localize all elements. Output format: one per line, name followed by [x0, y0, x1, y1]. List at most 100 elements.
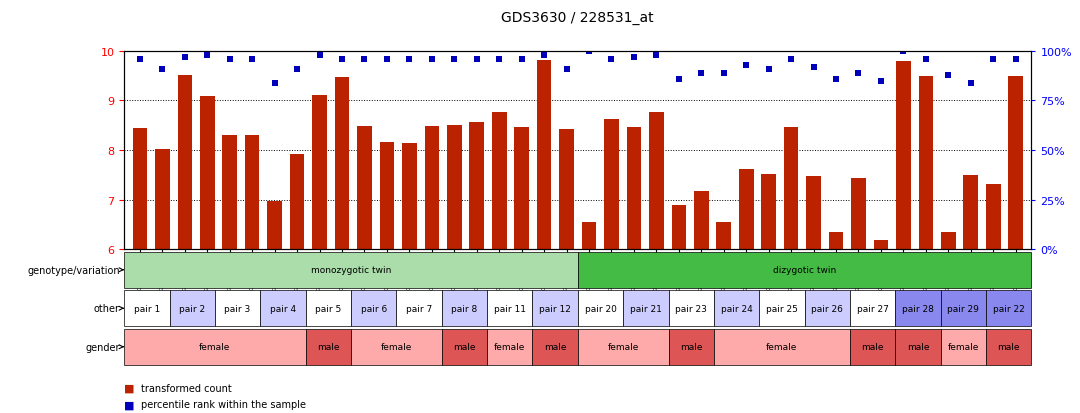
Text: pair 28: pair 28	[902, 304, 934, 313]
Point	[355, 56, 373, 63]
Bar	[424, 127, 440, 250]
Text: ■: ■	[124, 383, 135, 393]
Bar	[805, 290, 850, 327]
Bar	[124, 252, 578, 288]
Text: male: male	[680, 342, 702, 351]
Point	[401, 56, 418, 63]
Text: monozygotic twin: monozygotic twin	[311, 266, 391, 275]
Text: pair 1: pair 1	[134, 304, 160, 313]
Text: pair 27: pair 27	[856, 304, 889, 313]
Point	[536, 52, 553, 59]
Bar	[1009, 77, 1023, 250]
Bar	[874, 240, 888, 250]
Bar	[986, 290, 1031, 327]
Point	[940, 72, 957, 79]
Bar	[380, 142, 394, 250]
Text: female: female	[947, 342, 980, 351]
Point	[468, 56, 485, 63]
Bar	[851, 178, 866, 250]
Bar	[919, 76, 933, 250]
Text: male: male	[907, 342, 929, 351]
Text: gender: gender	[85, 342, 123, 352]
Point	[917, 56, 934, 63]
Bar	[537, 61, 552, 250]
Bar	[941, 329, 986, 365]
Bar	[828, 233, 843, 250]
Bar	[222, 136, 237, 250]
Point	[266, 80, 283, 87]
Bar	[200, 97, 215, 250]
Point	[288, 66, 306, 73]
Bar	[850, 329, 895, 365]
Point	[850, 70, 867, 77]
Text: pair 29: pair 29	[947, 304, 980, 313]
Bar	[335, 77, 349, 250]
Text: pair 21: pair 21	[630, 304, 662, 313]
Point	[132, 56, 149, 63]
Point	[558, 66, 576, 73]
Bar	[895, 290, 941, 327]
Bar	[514, 128, 529, 250]
Point	[1007, 56, 1024, 63]
Bar	[289, 155, 305, 250]
Bar	[986, 185, 1000, 250]
Text: pair 26: pair 26	[811, 304, 843, 313]
Text: pair 23: pair 23	[675, 304, 707, 313]
Bar	[442, 290, 487, 327]
Point	[580, 48, 597, 55]
Bar	[312, 96, 327, 250]
Bar	[351, 329, 442, 365]
Text: pair 2: pair 2	[179, 304, 205, 313]
Bar	[714, 290, 759, 327]
Point	[446, 56, 463, 63]
Bar	[578, 290, 623, 327]
Point	[378, 56, 395, 63]
Bar	[532, 329, 578, 365]
Text: male: male	[544, 342, 566, 351]
Text: male: male	[862, 342, 883, 351]
Text: dizygotic twin: dizygotic twin	[773, 266, 836, 275]
Bar	[170, 290, 215, 327]
Bar	[578, 329, 669, 365]
Bar	[447, 126, 461, 250]
Bar	[582, 223, 596, 250]
Point	[827, 76, 845, 83]
Text: GDS3630 / 228531_at: GDS3630 / 228531_at	[501, 11, 654, 25]
Text: pair 12: pair 12	[539, 304, 571, 313]
Bar	[177, 76, 192, 250]
Bar	[672, 205, 686, 250]
Bar	[759, 290, 805, 327]
Text: female: female	[766, 342, 798, 351]
Text: pair 20: pair 20	[584, 304, 617, 313]
Point	[221, 56, 239, 63]
Bar	[850, 290, 895, 327]
Bar	[941, 232, 956, 250]
Point	[176, 54, 193, 61]
Bar	[604, 120, 619, 250]
Bar	[133, 129, 147, 250]
Bar	[306, 290, 351, 327]
Point	[671, 76, 688, 83]
Bar	[470, 123, 484, 250]
Bar	[402, 143, 417, 250]
Bar	[963, 176, 978, 250]
Text: other: other	[94, 304, 123, 313]
Bar	[396, 290, 442, 327]
Bar	[124, 290, 170, 327]
Text: pair 5: pair 5	[315, 304, 341, 313]
Point	[715, 70, 732, 77]
Bar	[716, 223, 731, 250]
Text: pair 7: pair 7	[406, 304, 432, 313]
Text: pair 25: pair 25	[766, 304, 798, 313]
Text: ■: ■	[124, 399, 135, 409]
Text: female: female	[494, 342, 526, 351]
Bar	[895, 329, 941, 365]
Text: pair 8: pair 8	[451, 304, 477, 313]
Point	[153, 66, 171, 73]
Bar	[761, 175, 775, 250]
Bar	[260, 290, 306, 327]
Bar	[491, 113, 507, 250]
Text: pair 6: pair 6	[361, 304, 387, 313]
Bar	[357, 126, 372, 250]
Bar	[626, 128, 642, 250]
